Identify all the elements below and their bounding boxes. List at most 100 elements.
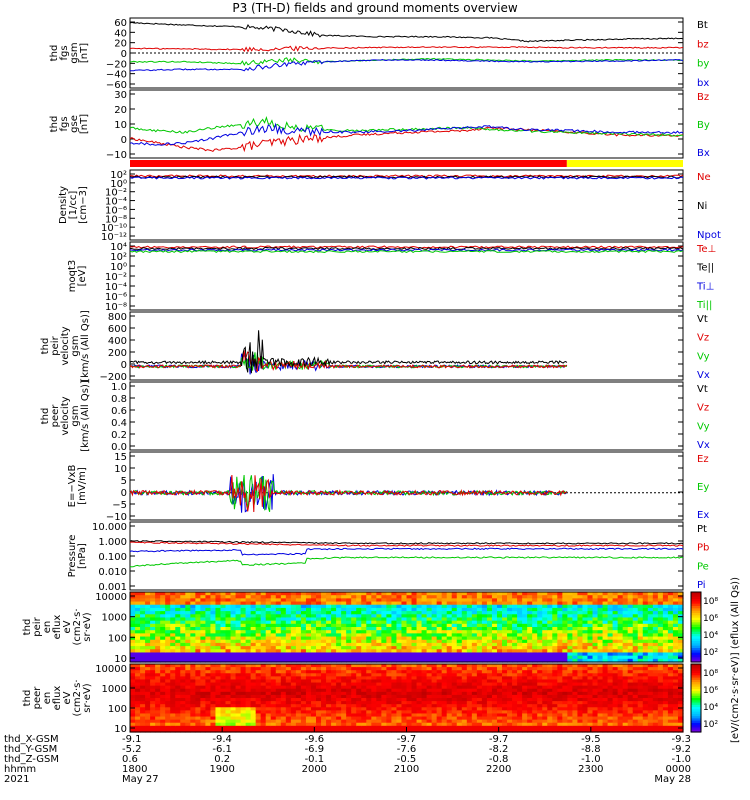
- spectrogram-cell: [371, 676, 377, 681]
- spectrogram-cell: [341, 658, 347, 663]
- spectrogram-cell: [135, 658, 141, 663]
- spectrogram-cell: [502, 673, 508, 677]
- spectrogram-cell: [617, 679, 624, 684]
- spectrogram-cell: [637, 704, 644, 708]
- spectrogram-cell: [411, 701, 418, 705]
- spectrogram-cell: [336, 620, 342, 625]
- spectrogram-cell: [225, 646, 232, 650]
- spectrogram-cell: [431, 694, 438, 699]
- spectrogram-cell: [411, 630, 418, 634]
- spectrogram-cell: [652, 649, 659, 654]
- spectrogram-cell: [376, 623, 382, 628]
- spectrogram-cell: [210, 688, 217, 693]
- spectrogram-cell: [592, 642, 599, 647]
- spectrogram-cell: [466, 649, 473, 654]
- spectrogram-cell: [255, 636, 262, 641]
- spectrogram-cell: [205, 595, 212, 599]
- spectrogram-cell: [180, 728, 186, 733]
- spectrogram-cell: [436, 685, 443, 690]
- spectrogram-cell: [507, 630, 513, 634]
- spectrogram-cell: [331, 642, 337, 647]
- colorbar-step: [691, 606, 701, 609]
- spectrogram-cell: [637, 719, 644, 724]
- spectrogram-cell: [260, 694, 267, 699]
- spectrogram-cell: [396, 601, 403, 606]
- spectrogram-cell: [642, 685, 649, 690]
- spectrogram-cell: [346, 627, 352, 631]
- y-tick-label: 200: [108, 348, 127, 359]
- spectrogram-cell: [421, 682, 428, 687]
- spectrogram-cell: [180, 655, 186, 660]
- spectrogram-cell: [250, 704, 257, 708]
- spectrogram-cell: [547, 725, 553, 730]
- spectrogram-cell: [240, 722, 247, 727]
- spectrogram-cell: [567, 707, 573, 711]
- spectrogram-cell: [235, 716, 242, 721]
- spectrogram-cell: [130, 633, 136, 638]
- spectrogram-cell: [466, 710, 473, 715]
- spectrogram-cell: [456, 592, 463, 596]
- spectrogram-cell: [381, 694, 387, 699]
- spectrogram-cell: [451, 716, 458, 721]
- spectrogram-cell: [361, 598, 367, 603]
- spectrogram-cell: [542, 633, 548, 638]
- spectrogram-cell: [481, 676, 488, 681]
- spectrogram-cell: [220, 611, 227, 615]
- spectrogram-cell: [547, 595, 553, 599]
- spectrogram-cell: [180, 688, 186, 693]
- spectrogram-cell: [145, 719, 151, 724]
- spectrogram-cell: [321, 595, 327, 599]
- spectrogram-cell: [456, 601, 463, 606]
- spectrogram-cell: [527, 630, 533, 634]
- spectrogram-cell: [602, 667, 609, 671]
- spectrogram-cell: [160, 691, 166, 696]
- spectrogram-cell: [270, 620, 277, 625]
- spectrogram-cell: [627, 623, 634, 628]
- spectrogram-cell: [245, 598, 252, 603]
- spectrogram-cell: [316, 688, 322, 693]
- spectrogram-cell: [612, 655, 619, 660]
- spectrogram-cell: [290, 646, 297, 650]
- density-trace: [129, 174, 684, 178]
- legend-ti||: Ti||: [696, 300, 712, 311]
- spectrogram-cell: [436, 617, 443, 622]
- spectrogram-cell: [140, 617, 146, 622]
- spectrogram-cell: [496, 673, 503, 677]
- spectrogram-cell: [481, 701, 488, 705]
- spectrogram-cell: [165, 701, 171, 705]
- spectrogram-cell: [537, 614, 543, 619]
- spectrogram-cell: [321, 679, 327, 684]
- spectrogram-cell: [441, 595, 448, 599]
- spectrogram-cell: [567, 688, 573, 693]
- spectrogram-cell: [346, 716, 352, 721]
- spectrogram-cell: [542, 639, 548, 644]
- spectrogram-cell: [481, 688, 488, 693]
- spectrogram-cell: [336, 682, 342, 687]
- spectrogram-cell: [647, 607, 654, 612]
- spectrogram-cell: [200, 607, 207, 612]
- spectrogram-cell: [245, 604, 252, 609]
- spectrogram-cell: [592, 633, 599, 638]
- spectrogram-cell: [250, 691, 257, 696]
- spectrogram-cell: [456, 679, 463, 684]
- spectrogram-cell: [617, 595, 624, 599]
- legend-vx: Vx: [697, 370, 710, 381]
- spectrogram-cell: [316, 617, 322, 622]
- spectrogram-cell: [381, 611, 387, 615]
- spectrogram-cell: [346, 664, 352, 668]
- spectrogram-cell: [552, 719, 558, 724]
- spectrogram-cell: [431, 710, 438, 715]
- spectrogram-cell: [220, 592, 227, 596]
- spectrogram-cell: [567, 649, 573, 654]
- spectrogram-cell: [431, 707, 438, 711]
- spectrogram-cell: [250, 652, 257, 657]
- spectrogram-cell: [170, 630, 176, 634]
- spectrogram-cell: [577, 670, 584, 674]
- spectrogram-cell: [542, 598, 548, 603]
- spectrogram-cell: [607, 604, 614, 609]
- spectrogram-cell: [295, 719, 302, 724]
- spectrogram-cell: [406, 636, 413, 641]
- spectrogram-cell: [225, 701, 232, 705]
- spectrogram-cell: [481, 611, 488, 615]
- spectrogram-cell: [532, 598, 538, 603]
